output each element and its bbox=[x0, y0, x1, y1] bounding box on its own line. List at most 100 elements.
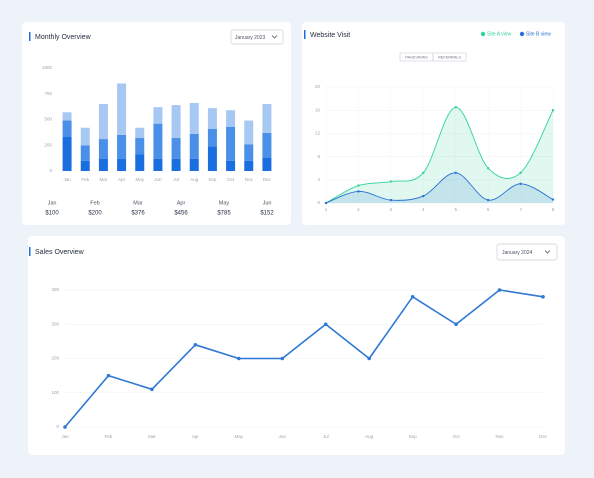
chart-title: Monthly Overview bbox=[35, 34, 92, 41]
y-tick-label: 400 bbox=[51, 287, 59, 292]
dropdown[interactable] bbox=[230, 29, 284, 45]
accent bbox=[304, 30, 306, 39]
bar-segment bbox=[207, 108, 217, 129]
point bbox=[519, 182, 522, 186]
point bbox=[323, 322, 328, 327]
bar-segment bbox=[262, 132, 272, 158]
bar-segment bbox=[207, 128, 217, 147]
bar-segment bbox=[80, 127, 90, 146]
point bbox=[237, 356, 241, 361]
summary-amount: $100 bbox=[45, 211, 59, 217]
bar-segment bbox=[262, 157, 272, 171]
y-tick-label: 500 bbox=[44, 117, 52, 122]
point bbox=[193, 343, 198, 347]
point bbox=[486, 167, 490, 170]
point bbox=[280, 356, 285, 361]
x-tick-label: Feb bbox=[81, 177, 89, 182]
bar-segment bbox=[262, 104, 272, 133]
line bbox=[325, 172, 554, 204]
legend-swatch bbox=[519, 31, 525, 37]
x-tick-label: Jan bbox=[63, 177, 71, 182]
x-tick-label: Dec bbox=[263, 177, 272, 182]
bar-segment bbox=[153, 107, 163, 124]
x-tick-label: Oct bbox=[227, 177, 235, 182]
legend-label: Site A view bbox=[487, 32, 512, 38]
summary-month: Mar bbox=[133, 200, 143, 206]
bar-segment bbox=[171, 158, 181, 171]
bar-segment bbox=[189, 158, 199, 171]
y-tick-label: 16 bbox=[315, 107, 321, 112]
y-tick-label: 1000 bbox=[42, 65, 53, 70]
x-tick-label: Jan bbox=[61, 434, 69, 439]
x-tick-label: Aug bbox=[365, 434, 374, 439]
bar-segment bbox=[98, 104, 108, 140]
summary-month: Jan bbox=[48, 200, 57, 206]
bar-segment bbox=[244, 144, 254, 161]
accent bbox=[29, 247, 31, 256]
point bbox=[324, 201, 328, 205]
bar-segment bbox=[62, 120, 72, 138]
point bbox=[454, 106, 457, 109]
tab[interactable] bbox=[432, 52, 467, 62]
y-tick-label: 200 bbox=[51, 356, 59, 361]
x-tick-label: Oct bbox=[453, 434, 461, 439]
point bbox=[410, 295, 415, 299]
x-tick-label: Apr bbox=[192, 434, 200, 439]
y-tick-label: 300 bbox=[51, 321, 59, 326]
x-tick-label: 5 bbox=[454, 207, 457, 212]
bar-segment bbox=[117, 158, 127, 171]
bar-segment bbox=[98, 158, 108, 171]
area bbox=[326, 172, 553, 203]
y-tick-label: 0 bbox=[49, 168, 52, 173]
bar-segment bbox=[62, 112, 72, 121]
dropdown[interactable] bbox=[496, 243, 558, 261]
summary-amount: $152 bbox=[260, 211, 274, 217]
summary-month: Feb bbox=[90, 200, 99, 206]
bar-segment bbox=[207, 146, 217, 171]
dropdown-label[interactable]: January 2023 bbox=[235, 35, 266, 41]
summary-amount: $785 bbox=[217, 211, 231, 217]
x-tick-label: 6 bbox=[487, 207, 490, 212]
x-tick-label: Mar bbox=[100, 177, 108, 182]
x-tick-label: 1 bbox=[325, 207, 328, 212]
summary-month: Apr bbox=[177, 200, 186, 206]
chevron bbox=[544, 250, 551, 254]
bar-segment bbox=[135, 154, 145, 171]
y-tick-label: 20 bbox=[315, 84, 321, 89]
x-tick-label: 3 bbox=[390, 207, 393, 212]
bar-segment bbox=[226, 126, 236, 161]
point bbox=[497, 288, 502, 292]
point bbox=[454, 322, 458, 327]
bar-segment bbox=[135, 138, 145, 155]
point bbox=[454, 171, 457, 175]
legend-swatch bbox=[480, 31, 486, 37]
bar-segment bbox=[98, 139, 108, 159]
y-tick-label: 100 bbox=[51, 390, 59, 395]
point bbox=[389, 198, 393, 202]
bar-segment bbox=[117, 83, 127, 135]
x-tick-label: May bbox=[135, 177, 144, 182]
legend-label: Site B view bbox=[526, 32, 551, 38]
chevron bbox=[271, 35, 278, 39]
accent bbox=[29, 32, 31, 41]
point bbox=[389, 180, 393, 183]
tab-label[interactable]: PAGEVIEWS bbox=[405, 55, 428, 59]
point bbox=[150, 387, 154, 392]
summary-amount: $376 bbox=[131, 211, 145, 217]
x-tick-label: 4 bbox=[422, 207, 425, 212]
point bbox=[551, 198, 555, 201]
bar-segment bbox=[244, 120, 254, 145]
summary-amount: $456 bbox=[174, 211, 188, 217]
panel bbox=[302, 22, 565, 225]
point bbox=[541, 295, 545, 299]
dropdown-label[interactable]: January 2024 bbox=[502, 250, 533, 256]
summary-month: May bbox=[219, 200, 230, 206]
area bbox=[326, 107, 553, 203]
y-tick-label: 0 bbox=[56, 424, 59, 429]
bar-segment bbox=[135, 127, 145, 139]
tab-label[interactable]: REFERRALS bbox=[438, 55, 461, 59]
bar-segment bbox=[80, 160, 90, 171]
y-tick-label: 12 bbox=[315, 131, 321, 136]
